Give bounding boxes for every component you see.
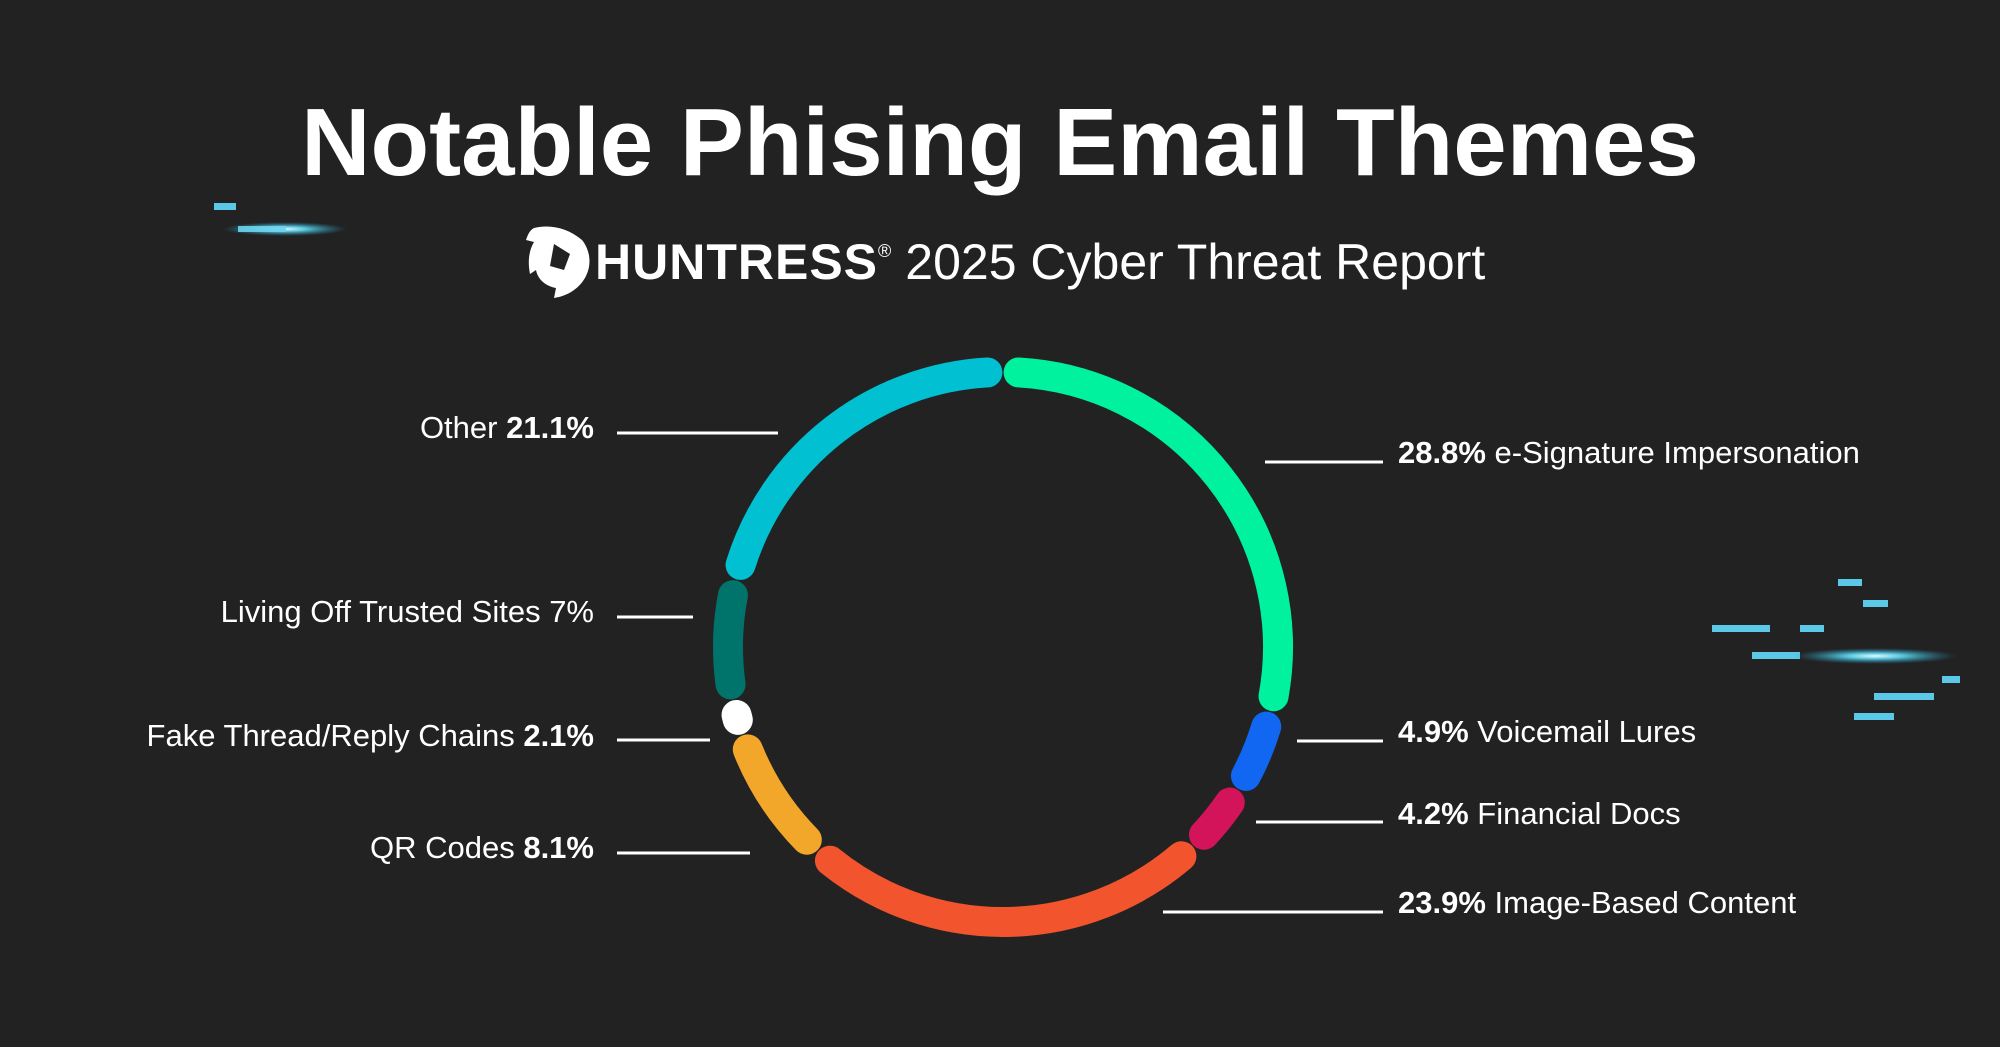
- donut-segment-qr-codes: [732, 734, 822, 855]
- slice-label-fake-thread-reply-chains: Fake Thread/Reply Chains 2.1%: [147, 718, 594, 753]
- slice-label-voicemail-lures: 4.9% Voicemail Lures: [1398, 714, 1696, 749]
- slice-name-voicemail-lures: Voicemail Lures: [1469, 714, 1696, 749]
- slice-name-living-off-trusted-sites: Living Off Trusted Sites: [221, 594, 550, 629]
- slice-name-qr-codes: QR Codes: [370, 830, 523, 865]
- slice-label-qr-codes: QR Codes 8.1%: [370, 830, 594, 865]
- decor-glitch-left: [214, 203, 347, 236]
- slice-name-e-signature-impersonation: e-Signature Impersonation: [1486, 435, 1860, 470]
- slice-label-other: Other 21.1%: [420, 410, 594, 445]
- huntress-logo-icon: [526, 226, 590, 298]
- donut-segment-financial-docs: [1188, 787, 1245, 850]
- slice-name-financial-docs: Financial Docs: [1469, 796, 1681, 831]
- slice-percent-financial-docs: 4.2%: [1398, 796, 1469, 831]
- donut-segment-other: [725, 357, 1003, 580]
- donut-segment-voicemail-lures: [1230, 711, 1282, 791]
- donut-chart: [713, 357, 1293, 937]
- slice-label-e-signature-impersonation: 28.8% e-Signature Impersonation: [1398, 435, 1860, 470]
- brand-name: HUNTRESS: [595, 234, 878, 290]
- slice-percent-e-signature-impersonation: 28.8%: [1398, 435, 1486, 470]
- slice-percent-other: 21.1%: [506, 410, 594, 445]
- slice-name-fake-thread-reply-chains: Fake Thread/Reply Chains: [147, 718, 524, 753]
- slice-label-image-based-content: 23.9% Image-Based Content: [1398, 885, 1796, 920]
- subtitle-row: HUNTRESS® 2025 Cyber Threat Report: [526, 226, 1485, 298]
- decor-glitch-right: [1712, 579, 1960, 720]
- slice-percent-qr-codes: 8.1%: [523, 830, 594, 865]
- chart-labels: 28.8% e-Signature Impersonation 4.9% Voic…: [147, 410, 1860, 920]
- slice-label-living-off-trusted-sites: Living Off Trusted Sites 7%: [221, 594, 594, 629]
- slice-percent-image-based-content: 23.9%: [1398, 885, 1486, 920]
- report-subtitle: HUNTRESS® 2025 Cyber Threat Report: [595, 234, 1485, 290]
- page-title: Notable Phising Email Themes: [301, 89, 1699, 196]
- donut-segment-fake-thread-reply-chains: [721, 699, 753, 735]
- slice-name-image-based-content: Image-Based Content: [1486, 885, 1797, 920]
- slice-percent-fake-thread-reply-chains: 2.1%: [523, 718, 594, 753]
- donut-segment-living-off-trusted-sites: [713, 580, 748, 700]
- donut-segment-e-signature-impersonation: [1003, 357, 1293, 712]
- slice-percent-voicemail-lures: 4.9%: [1398, 714, 1469, 749]
- report-name: 2025 Cyber Threat Report: [905, 234, 1485, 290]
- registered-mark: ®: [878, 241, 891, 261]
- donut-segment-image-based-content: [814, 841, 1197, 937]
- slice-label-financial-docs: 4.2% Financial Docs: [1398, 796, 1681, 831]
- slice-percent-living-off-trusted-sites: 7%: [549, 594, 594, 629]
- slice-name-other: Other: [420, 410, 506, 445]
